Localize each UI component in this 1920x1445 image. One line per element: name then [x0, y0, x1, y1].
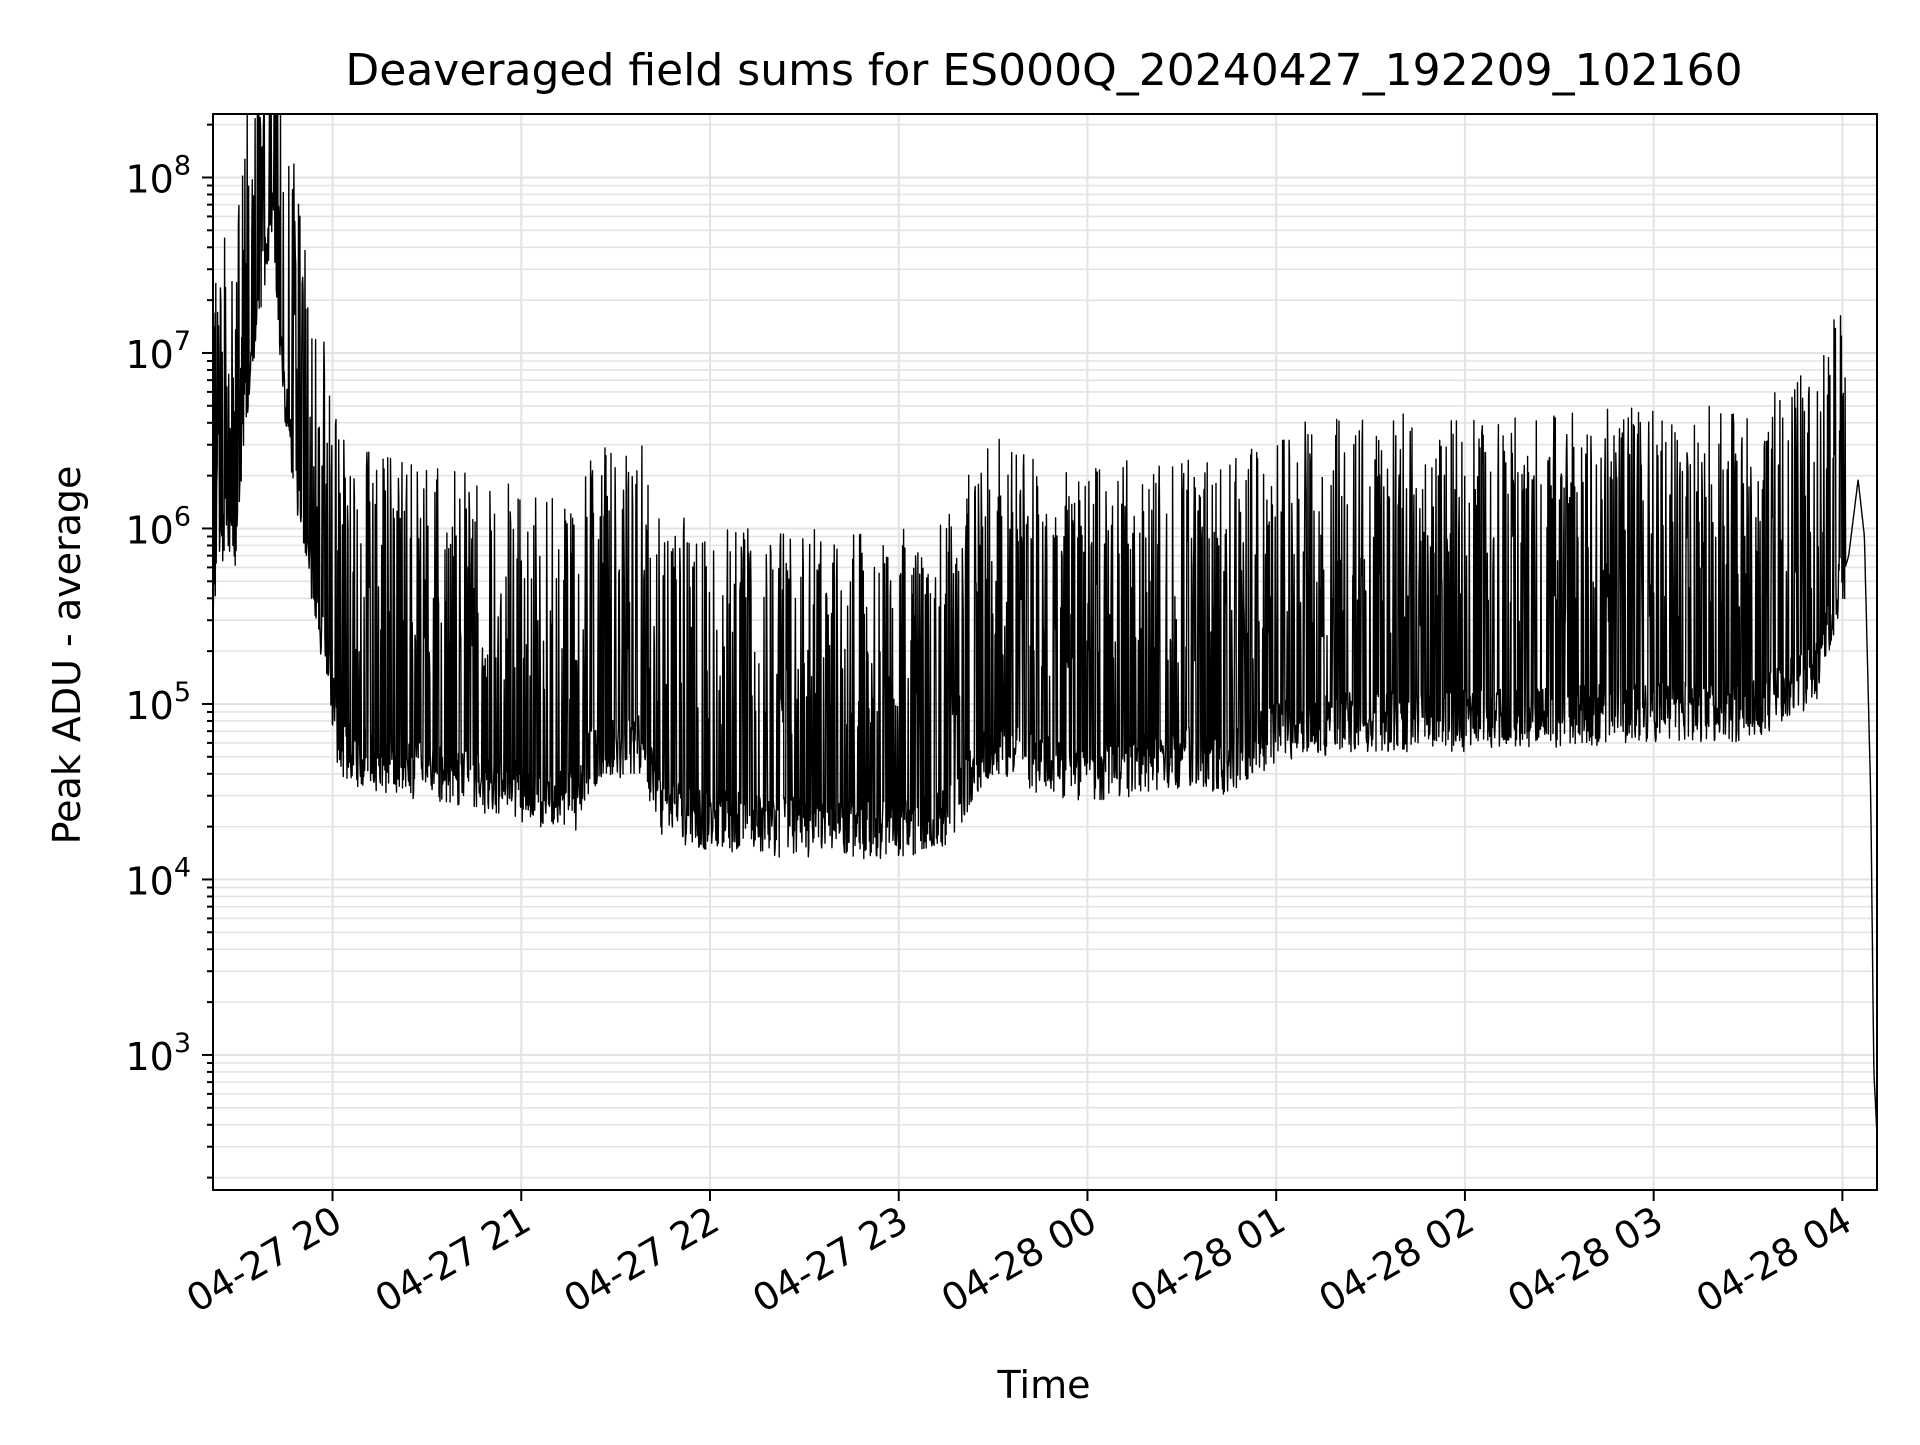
y-tick-label-exponent: 8 — [174, 150, 191, 181]
y-tick-label: 106 — [125, 501, 191, 552]
chart-title: Deaveraged field sums for ES000Q_2024042… — [345, 45, 1742, 96]
grid-layer — [213, 114, 1877, 1190]
series-line-0 — [212, 113, 1878, 1136]
y-tick-label-exponent: 5 — [174, 677, 191, 708]
x-axis-label: Time — [997, 1363, 1091, 1407]
y-tick-label-base: 10 — [125, 684, 173, 728]
y-tick-label: 107 — [125, 326, 191, 377]
y-tick-label-exponent: 4 — [174, 852, 191, 883]
data-layer — [212, 113, 1878, 1136]
y-tick-label: 104 — [125, 852, 191, 903]
y-tick-label: 105 — [125, 677, 191, 728]
y-tick-label: 103 — [125, 1028, 191, 1079]
y-tick-label-exponent: 3 — [174, 1028, 191, 1059]
y-tick-label-base: 10 — [125, 157, 173, 201]
y-tick-label-base: 10 — [125, 333, 173, 377]
y-tick-label-exponent: 6 — [174, 501, 191, 532]
y-axis-label: Peak ADU - average — [45, 466, 89, 845]
y-tick-label-exponent: 7 — [174, 326, 191, 357]
y-tick-label-base: 10 — [125, 859, 173, 903]
y-tick-label: 108 — [125, 150, 191, 201]
y-tick-label-base: 10 — [125, 508, 173, 552]
y-tick-label-base: 10 — [125, 1035, 173, 1079]
